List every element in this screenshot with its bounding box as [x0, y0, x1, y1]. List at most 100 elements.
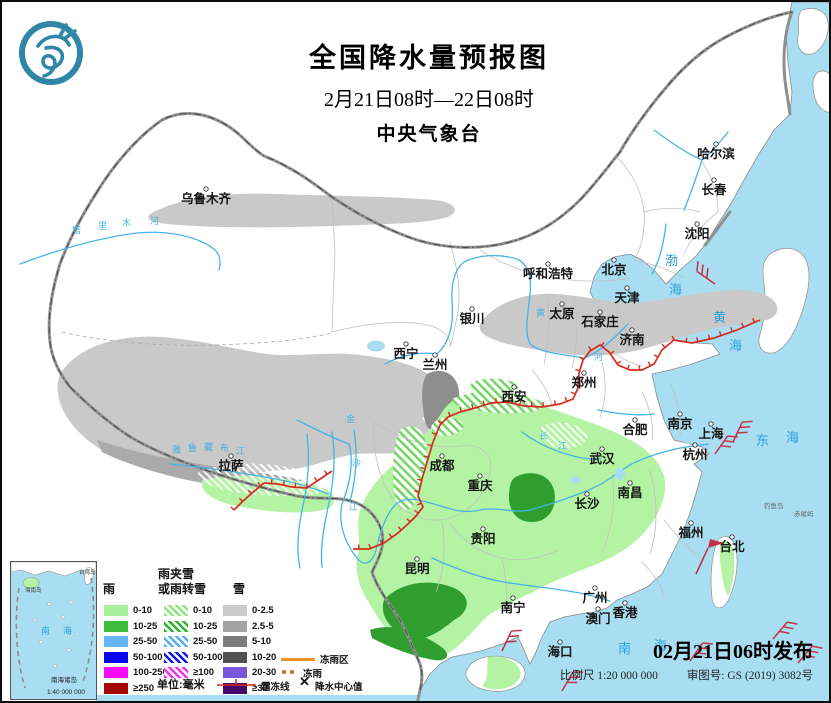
legend-swatch	[223, 605, 247, 617]
legend-value: ≥100	[193, 667, 215, 679]
sea-label: 海	[786, 430, 800, 445]
city-label: 沈阳	[684, 226, 709, 241]
frost-tick	[257, 481, 262, 487]
river-label: 沙	[352, 458, 361, 468]
city-label: 重庆	[467, 478, 493, 493]
city-marker	[599, 446, 605, 452]
city-marker	[624, 285, 630, 291]
frost-tick	[626, 364, 630, 370]
frost-tick	[379, 539, 383, 545]
city-label: 兰州	[422, 357, 447, 372]
legend-swatch	[223, 651, 247, 663]
legend-value: 0-2.5	[252, 605, 274, 617]
legend-sleet-column: 0-10 10-25 25-50 50-100 ≥100	[164, 603, 223, 681]
wind-barb-icon	[772, 621, 798, 640]
wind-barb-icon	[561, 671, 584, 692]
inset-label: 台湾岛	[79, 568, 96, 576]
wind-barb-icon	[714, 435, 738, 455]
river-label: 鲁	[188, 442, 197, 453]
city-marker	[414, 556, 420, 562]
river-label: 木	[122, 217, 131, 228]
legend-row: 2.5-5	[223, 619, 276, 635]
legend-snow-column: 0-2.5 2.5-5 5-10 10-20 20-30 ≥30	[223, 603, 276, 696]
freezing-rain-label: 冻雨	[303, 669, 323, 680]
frost-tick	[238, 497, 244, 503]
island-ne	[797, 8, 829, 55]
frost-tick	[685, 337, 688, 343]
city-label: 长春	[701, 182, 727, 197]
river-label: 江	[349, 502, 358, 512]
legend-value: 20-30	[252, 667, 277, 679]
sea-label: 东	[756, 433, 770, 448]
legend-value: 0-10	[133, 605, 153, 617]
city-label: 香港	[611, 605, 638, 620]
sea-label: 南	[618, 641, 632, 656]
frost-tick	[368, 543, 372, 549]
city-label: 西宁	[393, 346, 418, 361]
city-label: 昆明	[404, 561, 429, 576]
frost-tick	[588, 346, 592, 351]
frost-line-icon	[217, 679, 256, 686]
frost-line-label: 霜冻线	[261, 682, 290, 693]
legend-header-sleet-2: 或雨转雪	[158, 582, 207, 596]
frost-tick	[282, 480, 286, 486]
hainan-island	[465, 655, 526, 692]
river-label: 黄	[536, 307, 545, 318]
frost-tick	[718, 331, 722, 336]
city-label: 南昌	[617, 485, 642, 500]
river-label: 河	[594, 351, 603, 362]
legend-swatch	[104, 605, 128, 617]
city-label: 澳门	[585, 611, 610, 626]
frost-tick	[661, 343, 666, 348]
legend-row: 20-30	[223, 665, 276, 681]
legend-value: 50-100	[193, 651, 223, 663]
legend-value: 5-10	[252, 636, 272, 648]
river-label: 雅	[172, 444, 181, 455]
frost-tick	[696, 337, 699, 342]
precip-center-label: 降水中心值	[315, 682, 363, 693]
city-marker	[480, 526, 486, 532]
city-label: 哈尔滨	[697, 146, 735, 161]
frost-tick	[397, 526, 402, 531]
city-marker	[545, 261, 551, 267]
city-label: 台北	[719, 539, 745, 554]
legend-value: 50-100	[133, 651, 163, 663]
frost-tick	[459, 407, 463, 412]
city-label: 银川	[459, 311, 484, 326]
freezing-rain-dot-icon	[290, 670, 294, 674]
river-label: 江	[236, 446, 245, 456]
korea-peninsula	[758, 247, 810, 354]
frost-tick	[564, 396, 568, 402]
frost-tick	[741, 322, 745, 328]
legend-row: 25-50	[104, 634, 168, 650]
legend-row: 0-2.5	[223, 603, 276, 619]
legend-row: ≥30	[223, 681, 276, 697]
legend-swatch	[164, 667, 188, 679]
frost-tick	[230, 506, 235, 511]
river-label: 里	[98, 221, 107, 231]
island-ne2	[812, 70, 829, 113]
city-marker	[708, 421, 714, 427]
frost-tick	[575, 368, 580, 372]
frost-tick	[323, 470, 328, 475]
frost-tick	[431, 432, 437, 436]
legend-swatch	[104, 667, 128, 679]
river-label: 金	[346, 413, 355, 424]
legend-value: 100-250	[133, 667, 168, 679]
river-label: 布	[220, 442, 229, 453]
frost-tick	[471, 404, 474, 409]
city-marker	[694, 221, 700, 227]
city-marker	[477, 473, 483, 479]
legend-row: 50-100	[104, 650, 168, 666]
taiwan-island	[710, 536, 738, 609]
city-marker	[622, 600, 628, 606]
frost-tick	[519, 400, 522, 406]
sea-label: 海	[669, 282, 683, 297]
wind-barb-icon	[797, 645, 823, 664]
wind-barb-icon	[501, 629, 522, 652]
frost-tick	[507, 397, 510, 403]
legend-unit: 单位:毫米	[157, 679, 205, 691]
city-marker	[403, 341, 409, 347]
geo-labels-layer: 渤海黄海东 海南 海塔里木河黄河长江金沙江雅鲁藏布江钓鱼岛赤尾屿	[72, 215, 814, 656]
